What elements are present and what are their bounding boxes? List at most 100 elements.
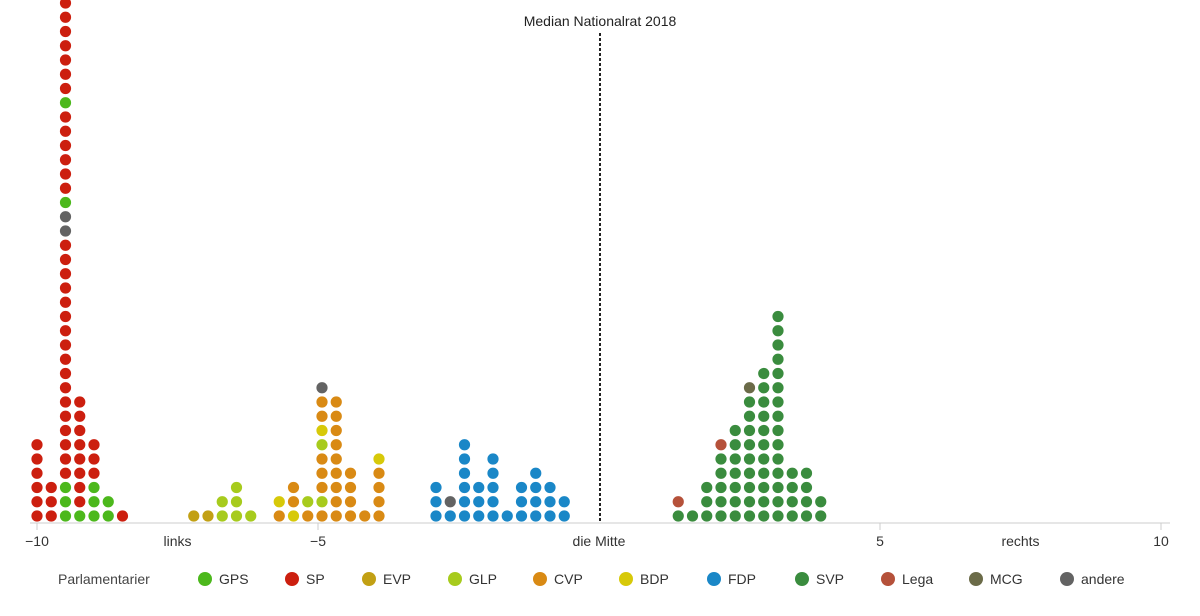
dot-cvp <box>330 410 342 422</box>
dot-svp <box>772 396 784 408</box>
dot-sp <box>59 353 72 365</box>
dot-sp <box>116 510 129 522</box>
dot-evp <box>188 510 200 522</box>
legend-label-fdp: FDP <box>728 571 756 587</box>
dot-svp <box>772 339 784 351</box>
dot-svp <box>772 410 784 422</box>
dot-gps <box>88 481 100 494</box>
dot-sp <box>31 496 43 508</box>
dot-svp <box>743 481 756 494</box>
dot-sp <box>59 367 72 380</box>
dot-cvp <box>316 467 328 479</box>
x-axis-word: links <box>163 533 191 549</box>
dot-sp <box>74 453 86 465</box>
dot-sp <box>59 25 72 38</box>
dot-cvp <box>316 453 328 465</box>
x-tick-label: 10 <box>1153 533 1169 549</box>
dot-svp <box>758 382 770 394</box>
dot-svp <box>786 510 798 522</box>
dot-svp <box>758 510 770 522</box>
dot-sp <box>59 253 72 266</box>
dot-svp <box>758 424 770 437</box>
dot-sp <box>59 11 72 23</box>
legend-swatch-svp <box>795 572 809 586</box>
dot-svp <box>772 481 784 494</box>
dot-gps <box>59 481 72 494</box>
legend-label-cvp: CVP <box>554 571 583 587</box>
dot-gps <box>102 510 114 522</box>
x-axis-ticks: −10 −5 5 10 links die Mitte rechts <box>25 523 1169 549</box>
dot-svp <box>715 453 727 465</box>
dot-svp <box>758 410 770 422</box>
dot-sp <box>45 481 57 494</box>
dot-sp <box>88 439 100 451</box>
dot-fdp <box>515 481 528 494</box>
legend-swatch-gps <box>198 572 212 586</box>
dot-svp <box>772 424 784 437</box>
dot-sp <box>59 168 72 180</box>
dot-sp <box>59 40 72 52</box>
dot-svp <box>701 481 713 494</box>
x-axis-word: die Mitte <box>573 533 626 549</box>
dot-cvp <box>373 510 385 522</box>
x-axis-word: rechts <box>1001 533 1039 549</box>
dot-svp <box>800 481 813 494</box>
dot-fdp <box>430 481 442 494</box>
dot-cvp <box>373 496 385 508</box>
dot-gps <box>59 196 72 209</box>
dot-fdp <box>458 467 471 479</box>
legend-label-andere: andere <box>1081 571 1125 587</box>
dot-svp <box>758 396 770 408</box>
dot-glp <box>302 496 314 508</box>
dot-glp <box>230 496 243 508</box>
x-tick-label: −5 <box>310 533 326 549</box>
dot-svp <box>715 467 727 479</box>
dot-svp <box>686 510 699 522</box>
dot-svp <box>800 496 813 508</box>
dot-sp <box>88 453 100 465</box>
dot-sp <box>59 68 72 80</box>
dot-cvp <box>344 467 357 479</box>
dot-sp <box>59 82 72 95</box>
dot-sp <box>59 282 72 294</box>
dot-svp <box>743 510 756 522</box>
dot-svp <box>743 424 756 437</box>
dot-bdp <box>287 510 300 522</box>
dot-sp <box>59 310 72 323</box>
legend-swatch-sp <box>285 572 299 586</box>
dot-lega <box>672 496 684 508</box>
dot-gps <box>59 97 72 109</box>
dot-sp <box>31 439 43 451</box>
dot-glp <box>245 510 257 522</box>
dot-gps <box>88 510 100 522</box>
dot-sp <box>59 268 72 280</box>
dot-svp <box>729 510 741 522</box>
legend-label-bdp: BDP <box>640 571 669 587</box>
dot-fdp <box>458 439 471 451</box>
dot-sp <box>59 54 72 66</box>
dot-fdp <box>473 481 485 494</box>
dot-sp <box>31 481 43 494</box>
dot-svp <box>701 510 713 522</box>
dot-svp <box>800 467 813 479</box>
dot-andere <box>444 496 456 508</box>
dot-svp <box>772 453 784 465</box>
legend-label-lega: Lega <box>902 571 933 587</box>
dot-svp <box>772 353 784 365</box>
dot-fdp <box>530 467 542 479</box>
dot-fdp <box>487 510 499 522</box>
dot-svp <box>729 424 741 437</box>
x-tick-label: 5 <box>876 533 884 549</box>
dot-svp <box>758 367 770 380</box>
dot-svp <box>715 510 727 522</box>
dot-sp <box>59 111 72 123</box>
dot-cvp <box>316 510 328 522</box>
legend-label-sp: SP <box>306 571 325 587</box>
dot-svp <box>772 382 784 394</box>
dot-fdp <box>530 496 542 508</box>
legend-label-svp: SVP <box>816 571 844 587</box>
legend-swatch-fdp <box>707 572 721 586</box>
dot-fdp <box>558 510 570 522</box>
legend-label-mcg: MCG <box>990 571 1023 587</box>
dot-svp <box>758 481 770 494</box>
